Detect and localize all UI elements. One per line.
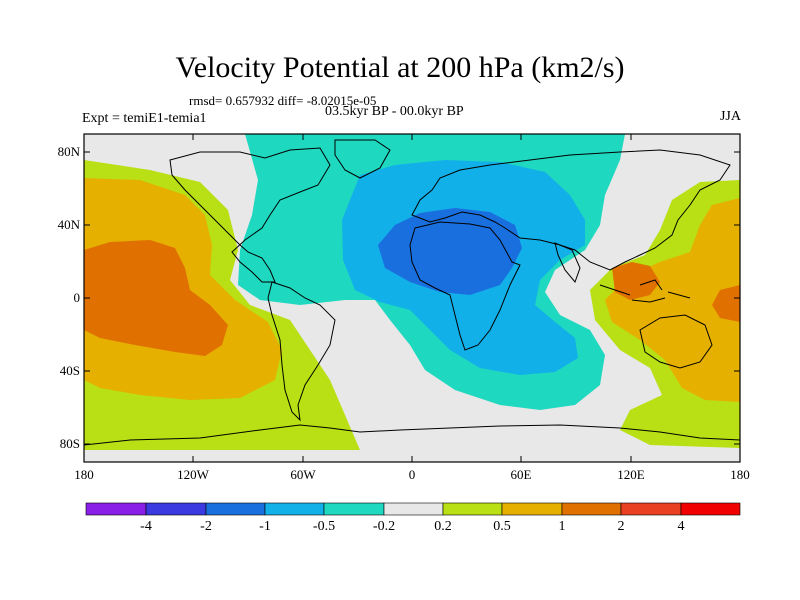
colorbar-label: 0.5 <box>493 519 511 534</box>
colorbar-label: -2 <box>200 519 212 534</box>
colorbar-box-6 <box>383 502 444 516</box>
coast-antarctica <box>84 424 740 446</box>
colorbar-box-9 <box>561 502 622 516</box>
lat-label-40n: 40N <box>57 217 80 232</box>
colorbar-box-10 <box>620 502 682 516</box>
contour-field <box>84 134 740 462</box>
field-positive-pacific-west-core <box>84 240 228 356</box>
field-positive-east-core <box>712 285 740 322</box>
experiment-label: Expt = temiE1-temia1 <box>82 111 207 126</box>
lat-label-0: 0 <box>73 290 81 305</box>
coast-india <box>554 242 581 283</box>
colorbar-label: -4 <box>140 519 152 534</box>
lon-label-120w: 120W <box>177 467 209 482</box>
lon-label-60e: 60E <box>510 467 532 482</box>
lat-label-80n: 80N <box>57 144 80 159</box>
season-label: JJA <box>719 109 741 124</box>
colorbar-box-7 <box>442 502 503 516</box>
coast-maritime-islands <box>599 279 691 303</box>
axis-ticks <box>84 134 740 462</box>
colorbar <box>85 502 741 516</box>
colorbar-label: -0.5 <box>312 519 336 534</box>
colorbar-label: 0.2 <box>434 519 452 534</box>
lat-label-80s: 80S <box>59 436 80 451</box>
coast-greenland <box>334 139 391 179</box>
colorbar-box-4 <box>264 502 325 516</box>
lat-label-40s: 40S <box>59 363 80 378</box>
lon-label-180w: 180 <box>74 467 94 482</box>
coast-north-america <box>169 147 331 283</box>
plot-title: Velocity Potential at 200 hPa (km2/s) <box>175 51 625 84</box>
colorbar-box-5 <box>323 502 385 516</box>
lon-label-180e: 180 <box>730 467 750 482</box>
period-label: 03.5kyr BP - 00.0kyr BP <box>325 104 464 119</box>
field-positive-east-mid <box>605 198 740 402</box>
stats-text: rmsd= 0.657932 diff= -8.02015e-05 <box>189 93 377 108</box>
coast-eurasia <box>411 149 731 271</box>
colorbar-label: 4 <box>677 519 685 534</box>
field-positive-east-band <box>612 262 660 300</box>
colorbar-box-1 <box>85 502 147 516</box>
colorbar-box-8 <box>501 502 563 516</box>
colorbar-label: -1 <box>259 519 271 534</box>
colorbar-label: -0.2 <box>372 519 396 534</box>
lon-label-0: 0 <box>408 467 416 482</box>
colorbar-box-3 <box>205 502 266 516</box>
coastlines <box>84 139 740 446</box>
colorbar-label: 2 <box>617 519 625 534</box>
coast-africa <box>409 221 521 351</box>
coast-south-america <box>267 281 336 422</box>
colorbar-box-2 <box>145 502 207 516</box>
coast-australia <box>639 314 713 369</box>
colorbar-label: 1 <box>558 519 566 534</box>
lon-label-60w: 60W <box>290 467 316 482</box>
colorbar-box-11 <box>680 502 741 516</box>
lon-label-120e: 120E <box>617 467 645 482</box>
